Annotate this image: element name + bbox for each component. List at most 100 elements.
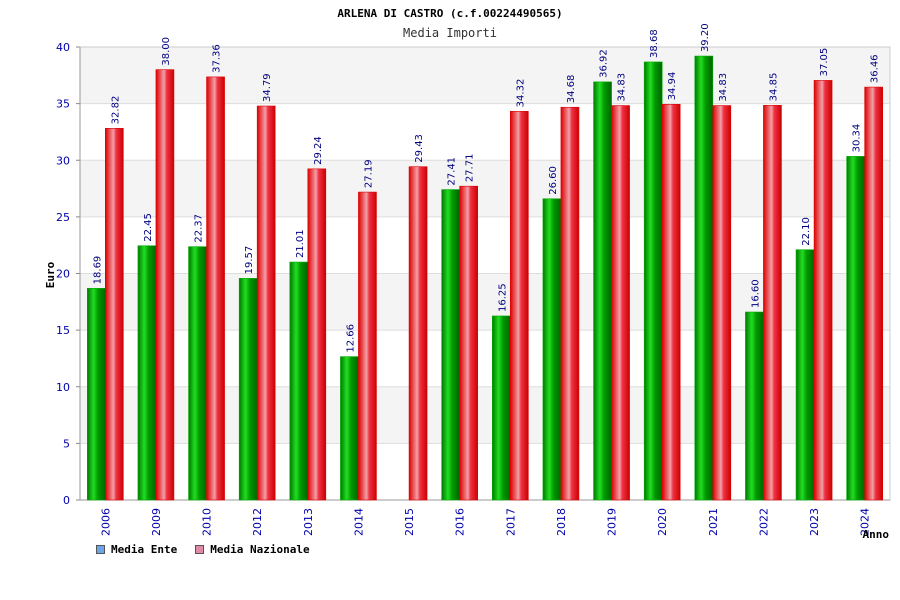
x-tick-label: 2019	[606, 508, 619, 536]
bar-media-ente	[745, 311, 764, 501]
data-label-media-ente: 26.60	[548, 166, 559, 195]
x-tick-label: 2009	[150, 508, 163, 536]
data-label-media-ente: 16.60	[750, 279, 761, 308]
data-label-media-nazionale: 29.24	[313, 136, 324, 165]
data-label-media-nazionale: 37.36	[212, 44, 223, 73]
data-label-media-ente: 16.25	[497, 283, 508, 312]
legend: Media Ente Media Nazionale	[96, 543, 310, 556]
data-label-media-ente: 27.41	[447, 157, 458, 186]
data-label-media-ente: 19.57	[244, 246, 255, 275]
bar-media-nazionale	[206, 76, 225, 501]
legend-item-media-ente: Media Ente	[96, 543, 177, 556]
y-tick-label: 15	[56, 324, 70, 337]
chart-subtitle: Media Importi	[403, 26, 497, 40]
x-tick-label: 2013	[302, 508, 315, 536]
x-tick-label: 2023	[808, 508, 821, 536]
bar-media-ente	[492, 315, 511, 501]
data-label-media-ente: 38.68	[649, 29, 660, 58]
bar-media-nazionale	[510, 111, 529, 501]
y-tick-label: 35	[56, 98, 70, 111]
x-tick-label: 2012	[251, 508, 264, 536]
x-tick-label: 2010	[201, 508, 214, 536]
bar-media-nazionale	[105, 128, 124, 501]
y-axis-label: Euro	[44, 261, 57, 288]
bar-media-ente	[87, 288, 106, 501]
data-label-media-ente: 22.37	[194, 214, 205, 243]
data-label-media-nazionale: 34.83	[617, 73, 628, 102]
bar-media-ente	[542, 198, 562, 501]
bar-media-ente	[289, 261, 309, 501]
data-label-media-ente: 18.69	[92, 256, 103, 285]
data-label-media-nazionale: 34.83	[718, 73, 729, 102]
chart-title: ARLENA DI CASTRO (c.f.00224490565)	[337, 7, 562, 20]
data-label-media-nazionale: 29.43	[414, 134, 425, 163]
plot-area: 0 5 10 15 20 25 30 35 40 18.69 32.82 2006 22.45 38.00…	[56, 23, 891, 536]
bar-media-ente	[643, 61, 663, 501]
data-label-media-ente: 21.01	[295, 229, 306, 258]
x-tick-label: 2022	[757, 508, 770, 536]
x-tick-label: 2021	[707, 508, 720, 536]
legend-label-nazionale: Media Nazionale	[210, 543, 310, 556]
data-label-media-ente: 22.45	[143, 213, 154, 242]
x-tick-label: 2014	[352, 508, 365, 536]
data-label-media-ente: 22.10	[801, 217, 812, 246]
bar-media-ente	[238, 278, 258, 501]
x-tick-label: 2006	[99, 508, 112, 536]
data-label-media-nazionale: 27.71	[465, 154, 476, 183]
bar-media-nazionale	[155, 69, 175, 501]
data-label-media-nazionale: 34.94	[667, 72, 678, 101]
bar-media-ente	[340, 356, 359, 501]
data-label-media-nazionale: 32.82	[110, 96, 121, 125]
bar-media-nazionale	[307, 168, 327, 501]
y-tick-label: 40	[56, 41, 70, 54]
bar-media-ente	[694, 55, 714, 501]
bar-media-nazionale	[459, 185, 478, 501]
x-tick-label: 2020	[656, 508, 669, 536]
legend-swatch-ente	[96, 545, 105, 554]
bar-media-ente	[593, 81, 612, 501]
x-axis-label: Anno	[863, 528, 890, 541]
legend-label-ente: Media Ente	[111, 543, 178, 556]
bar-media-ente	[137, 245, 157, 501]
x-tick-label: 2024	[859, 508, 872, 536]
y-tick-label: 5	[63, 437, 70, 450]
data-label-media-nazionale: 34.85	[768, 73, 779, 102]
x-tick-label: 2018	[555, 508, 568, 536]
data-label-media-nazionale: 37.05	[819, 48, 830, 77]
bar-media-ente	[441, 189, 460, 501]
data-label-media-nazionale: 34.79	[262, 73, 273, 102]
y-tick-label: 25	[56, 211, 70, 224]
bar-media-nazionale	[560, 106, 580, 501]
y-tick-label: 30	[56, 154, 70, 167]
data-label-media-nazionale: 34.32	[515, 79, 526, 108]
bar-media-ente	[795, 249, 815, 501]
data-label-media-nazionale: 36.46	[870, 54, 881, 83]
x-tick-label: 2015	[403, 508, 416, 536]
bar-media-nazionale	[763, 105, 782, 501]
bar-media-nazionale	[661, 104, 681, 501]
y-tick-label: 0	[63, 494, 70, 507]
bar-media-nazionale	[611, 105, 630, 501]
bar-media-nazionale	[813, 80, 833, 501]
bar-media-nazionale	[358, 191, 377, 501]
bar-media-nazionale	[256, 105, 276, 501]
bar-media-nazionale	[864, 86, 883, 501]
legend-item-media-nazionale: Media Nazionale	[195, 543, 310, 556]
x-tick-label: 2017	[504, 508, 517, 536]
y-tick-label: 10	[56, 381, 70, 394]
bar-media-nazionale	[408, 166, 428, 501]
bar-media-nazionale	[712, 105, 732, 501]
y-tick-label: 20	[56, 268, 70, 281]
data-label-media-nazionale: 34.68	[566, 75, 577, 104]
data-label-media-ente: 30.34	[852, 124, 863, 153]
data-label-media-ente: 12.66	[345, 324, 356, 353]
legend-swatch-nazionale	[195, 545, 205, 554]
bar-media-ente	[188, 246, 207, 501]
bar-media-ente	[846, 156, 865, 501]
x-tick-label: 2016	[454, 508, 467, 536]
data-label-media-nazionale: 38.00	[161, 37, 172, 66]
data-label-media-ente: 39.20	[700, 23, 711, 52]
data-label-media-nazionale: 27.19	[363, 159, 374, 188]
data-label-media-ente: 36.92	[599, 49, 610, 78]
